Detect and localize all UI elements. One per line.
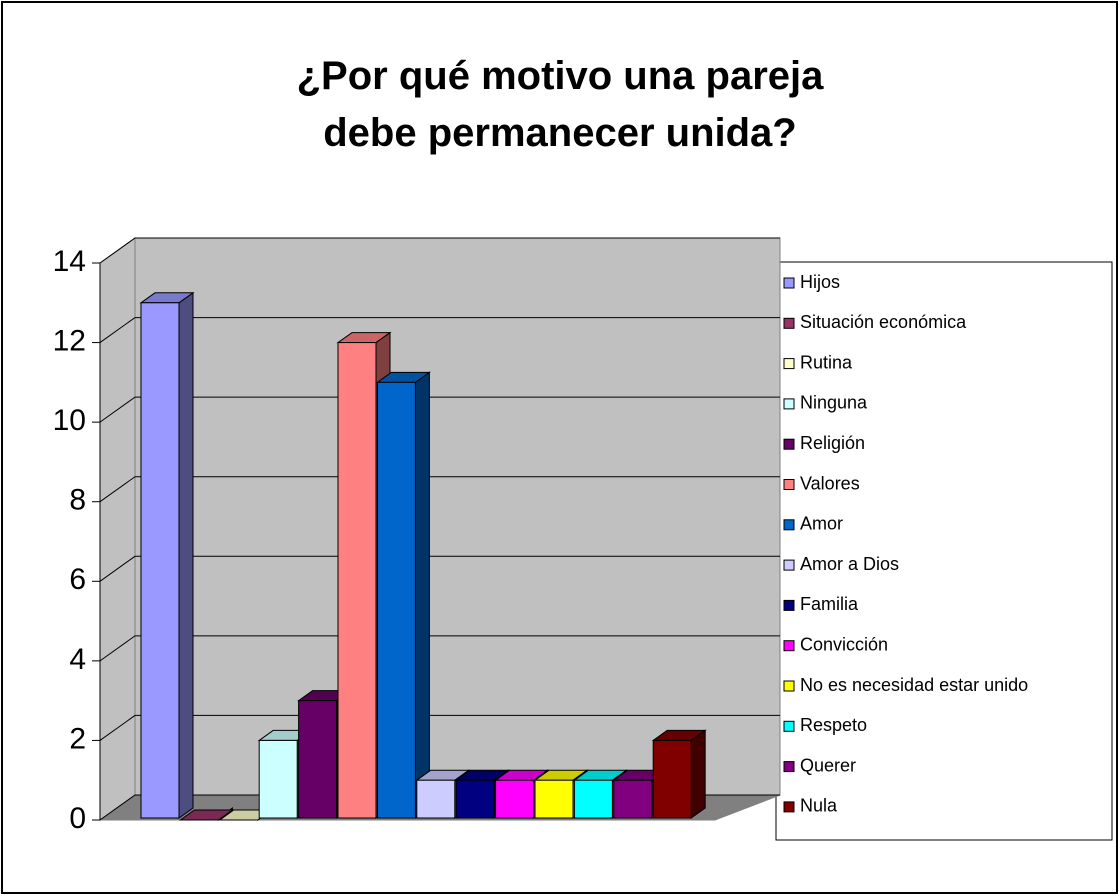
legend-label: Religión — [800, 433, 865, 453]
grid-line — [99, 714, 780, 741]
grid-line — [99, 237, 780, 264]
bar — [376, 381, 416, 819]
bar — [652, 739, 692, 819]
grid-line — [99, 317, 780, 343]
legend-label: Respeto — [800, 715, 867, 735]
back-wall — [134, 237, 781, 796]
bar — [613, 779, 653, 819]
legend-swatch — [783, 761, 795, 773]
bar — [495, 779, 535, 819]
legend-swatch — [783, 519, 795, 531]
side-wall — [99, 237, 136, 821]
bar-side — [690, 729, 706, 819]
title-line: debe permanecer unida? — [323, 111, 796, 155]
legend-swatch — [783, 277, 795, 289]
legend-swatch — [783, 801, 795, 813]
legend-label: Familia — [800, 594, 859, 614]
legend-label: Amor a Dios — [800, 554, 899, 574]
bar — [140, 302, 180, 819]
bar-side — [178, 291, 194, 819]
bar — [416, 779, 456, 819]
legend-label: Convicción — [800, 634, 888, 654]
legend-label: Situación económica — [800, 312, 967, 332]
legend-swatch — [783, 559, 795, 571]
y-tick-label: 8 — [69, 484, 86, 517]
legend-label: Amor — [800, 514, 843, 534]
legend-swatch — [783, 640, 795, 652]
legend-label: Ninguna — [800, 393, 868, 413]
y-tick-label: 14 — [53, 245, 86, 278]
chart-title-2: debe permanecer unida? — [323, 111, 796, 155]
bar — [573, 779, 613, 819]
y-tick-label: 10 — [53, 404, 86, 437]
legend-box — [775, 261, 1113, 841]
grid-line — [99, 396, 780, 423]
legend-label: Valores — [800, 473, 860, 493]
legend-swatch — [783, 358, 795, 370]
bar — [337, 342, 377, 819]
legend-label: Nula — [800, 796, 838, 816]
bar — [455, 779, 495, 819]
bar-side — [414, 371, 430, 819]
legend-swatch — [783, 479, 795, 490]
legend-swatch — [783, 317, 795, 329]
y-tick-label: 12 — [53, 324, 86, 357]
legend-swatch — [783, 720, 795, 732]
y-tick-label: 0 — [69, 802, 86, 835]
legend-label: No es necesidad estar unido — [800, 675, 1028, 695]
legend-swatch — [783, 438, 795, 450]
y-tick-label: 6 — [69, 563, 86, 596]
chart-title: ¿Por qué motivo una pareja — [297, 54, 825, 98]
legend-label: Rutina — [800, 352, 853, 372]
bar — [258, 739, 298, 819]
title-line: ¿Por qué motivo una pareja — [297, 54, 825, 98]
grid-line — [99, 635, 780, 662]
legend-swatch — [783, 680, 795, 692]
grid-line — [99, 476, 780, 503]
legend-swatch — [783, 398, 795, 410]
y-tick-label: 2 — [69, 722, 86, 755]
bar — [534, 779, 574, 819]
y-tick-label: 4 — [69, 643, 86, 676]
bar-top — [178, 809, 234, 821]
bar — [298, 700, 338, 819]
legend-label: Hijos — [800, 272, 840, 292]
grid-line — [99, 555, 780, 582]
legend-swatch — [783, 599, 795, 611]
legend-label: Querer — [800, 755, 856, 775]
